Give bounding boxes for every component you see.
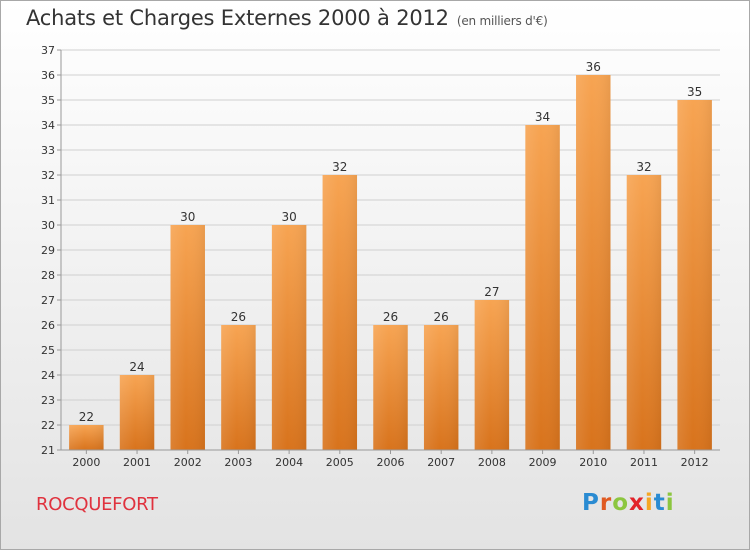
y-tick-label: 33 — [41, 144, 55, 157]
logo-letter: i — [644, 490, 654, 516]
x-tick-label: 2000 — [72, 456, 100, 469]
title-text: Achats et Charges Externes 2000 à 2012 — [26, 6, 449, 30]
logo-letter: o — [612, 490, 630, 516]
y-tick-label: 36 — [41, 69, 55, 82]
y-tick-label: 27 — [41, 294, 55, 307]
y-tick-label: 32 — [41, 169, 55, 182]
bar-sheen — [119, 375, 155, 450]
bar-sheen — [576, 75, 611, 450]
logo-letter: P — [582, 490, 600, 516]
y-tick-label: 31 — [41, 194, 55, 207]
bar-sheen — [221, 325, 256, 450]
bar-sheen — [69, 425, 104, 450]
bar-sheen — [423, 325, 459, 450]
data-label: 30 — [180, 210, 195, 224]
y-tick-label: 24 — [41, 369, 55, 382]
data-label: 26 — [434, 310, 449, 324]
y-tick-label: 23 — [41, 394, 55, 407]
data-label: 24 — [129, 360, 144, 374]
axes — [57, 49, 720, 454]
x-tick-label: 2005 — [326, 456, 354, 469]
y-tick-label: 21 — [41, 444, 55, 457]
data-label: 26 — [383, 310, 398, 324]
bar-sheen — [170, 225, 205, 450]
data-label: 32 — [636, 160, 651, 174]
data-label: 35 — [687, 85, 702, 99]
logo-letter: x — [629, 490, 645, 516]
logo-letter: r — [599, 490, 613, 516]
bar-sheen — [322, 175, 358, 450]
data-label: 32 — [332, 160, 347, 174]
data-label: 36 — [586, 60, 601, 74]
chart-title: Achats et Charges Externes 2000 à 2012 (e… — [26, 6, 548, 30]
proxiti-logo: Proxiti — [582, 490, 675, 516]
x-tick-label: 2010 — [579, 456, 607, 469]
logo-letter: i — [665, 490, 675, 516]
y-tick-label: 25 — [41, 344, 55, 357]
y-tick-label: 35 — [41, 94, 55, 107]
y-tick-labels: 21 22 23 24 25 26 27 28 29 30 31 32 33 34 35 36 37 — [41, 44, 55, 457]
bar-sheen — [677, 100, 712, 450]
x-tick-label: 2008 — [478, 456, 506, 469]
x-tick-label: 2003 — [224, 456, 252, 469]
logo-letter: t — [653, 490, 666, 516]
y-tick-label: 22 — [41, 419, 55, 432]
x-tick-label: 2004 — [275, 456, 303, 469]
location-label: ROCQUEFORT — [36, 494, 158, 515]
x-tick-labels: 2000 2001 2002 2003 2004 2005 2006 2007 2008 2009… — [72, 456, 708, 469]
y-tick-label: 29 — [41, 244, 55, 257]
unit-label: (en milliers d'€) — [456, 14, 548, 28]
x-tick-label: 2011 — [630, 456, 658, 469]
x-tick-label: 2001 — [123, 456, 151, 469]
bar-sheen — [271, 225, 307, 450]
data-label: 27 — [484, 285, 499, 299]
bar-sheen — [474, 300, 510, 450]
x-tick-label: 2012 — [681, 456, 709, 469]
y-tick-label: 34 — [41, 119, 55, 132]
bar-sheen — [373, 325, 408, 450]
y-tick-label: 37 — [41, 44, 55, 57]
x-tick-label: 2002 — [174, 456, 202, 469]
data-label: 34 — [535, 110, 550, 124]
bars — [69, 75, 712, 450]
x-tick-label: 2007 — [427, 456, 455, 469]
x-tick-label: 2006 — [377, 456, 405, 469]
data-label: 26 — [231, 310, 246, 324]
bar-sheen — [525, 125, 560, 450]
y-tick-label: 30 — [41, 219, 55, 232]
data-label: 22 — [79, 410, 94, 424]
y-tick-label: 26 — [41, 319, 55, 332]
x-tick-label: 2009 — [529, 456, 557, 469]
data-label: 30 — [281, 210, 296, 224]
y-tick-label: 28 — [41, 269, 55, 282]
bar-sheen — [626, 175, 662, 450]
data-labels: 22 24 30 26 30 32 26 26 27 34 36 32 35 — [79, 60, 703, 424]
